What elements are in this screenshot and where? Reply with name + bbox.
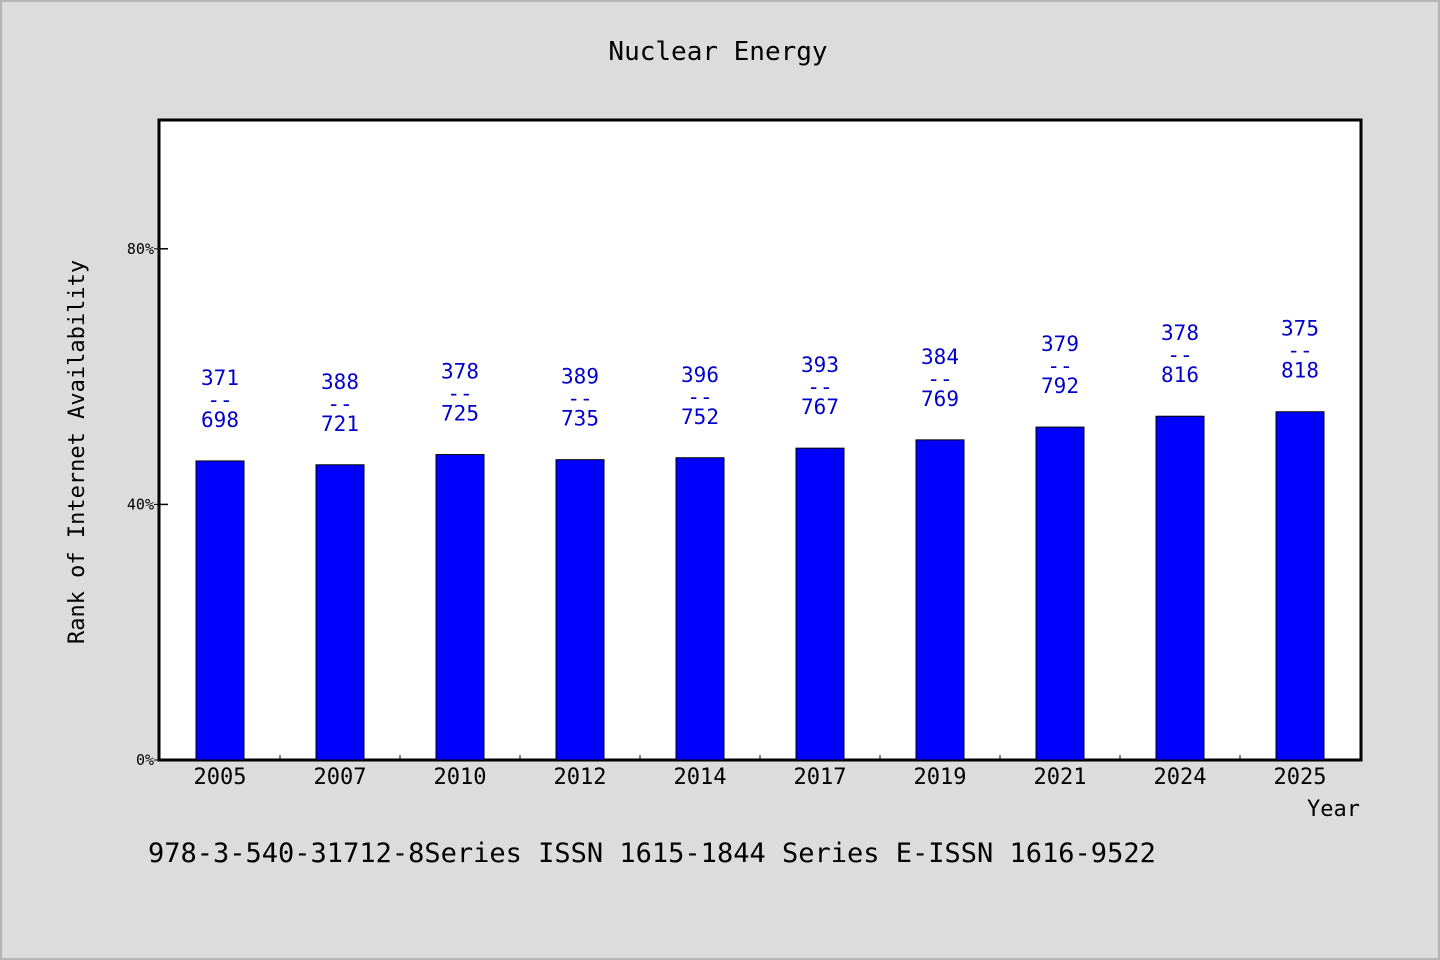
bar xyxy=(555,459,605,761)
x-axis: 2005 2007 2010 2012 2014 2017 2019 2021 2024 2025 xyxy=(159,755,1361,790)
y-axis: 0% 40% 80% xyxy=(127,240,168,769)
bar xyxy=(1035,426,1085,761)
data-label-separator: -- xyxy=(327,392,352,416)
data-label-separator: -- xyxy=(687,385,712,409)
x-tick-label: 2025 xyxy=(1274,765,1327,790)
data-label-top: 389 xyxy=(561,365,599,389)
bar xyxy=(1275,411,1325,761)
data-label-bottom: 767 xyxy=(801,395,839,419)
data-label-bottom: 725 xyxy=(441,402,479,426)
x-tick-label: 2012 xyxy=(554,765,607,790)
x-axis-label: Year xyxy=(1307,797,1360,822)
bar xyxy=(315,464,365,761)
x-tick-label: 2007 xyxy=(314,765,367,790)
y-tick-label: 40% xyxy=(127,495,154,513)
data-label-separator: -- xyxy=(927,367,952,391)
data-label-separator: -- xyxy=(567,387,592,411)
data-label-bottom: 698 xyxy=(201,408,239,432)
bar xyxy=(795,447,845,761)
data-labels: 371--698388--721378--725389--735396--752… xyxy=(201,317,1319,436)
data-label-top: 375 xyxy=(1281,317,1319,341)
bar xyxy=(1155,415,1205,761)
data-label-top: 393 xyxy=(801,353,839,377)
bar-series xyxy=(195,411,1325,761)
data-label-separator: -- xyxy=(1287,339,1312,363)
data-label-bottom: 752 xyxy=(681,405,719,429)
data-label-top: 396 xyxy=(681,363,719,387)
data-label-bottom: 735 xyxy=(561,407,599,431)
data-label-top: 378 xyxy=(441,360,479,384)
y-tick-label: 80% xyxy=(127,240,154,258)
x-tick-label: 2019 xyxy=(914,765,967,790)
data-label-separator: -- xyxy=(1167,343,1192,367)
y-tick-label: 0% xyxy=(136,751,154,769)
data-label-bottom: 792 xyxy=(1041,374,1079,398)
bar xyxy=(915,439,965,761)
data-label-bottom: 816 xyxy=(1161,363,1199,387)
bar xyxy=(435,454,485,761)
data-label-top: 371 xyxy=(201,366,239,390)
x-tick-label: 2017 xyxy=(794,765,847,790)
data-label-bottom: 818 xyxy=(1281,359,1319,383)
x-tick-label: 2014 xyxy=(674,765,727,790)
x-tick-label: 2024 xyxy=(1154,765,1207,790)
chart-title: Nuclear Energy xyxy=(608,37,827,67)
data-label-bottom: 769 xyxy=(921,387,959,411)
data-label-top: 384 xyxy=(921,345,959,369)
data-label-separator: -- xyxy=(447,382,472,406)
bar xyxy=(675,457,725,761)
x-tick-label: 2021 xyxy=(1034,765,1087,790)
data-label-separator: -- xyxy=(807,375,832,399)
data-label-bottom: 721 xyxy=(321,412,359,436)
data-label-separator: -- xyxy=(1047,354,1072,378)
data-label-top: 388 xyxy=(321,370,359,394)
y-axis-label: Rank of Internet Availability xyxy=(65,260,90,644)
data-label-top: 379 xyxy=(1041,332,1079,356)
bar xyxy=(195,460,245,761)
data-label-separator: -- xyxy=(207,388,232,412)
x-tick-label: 2010 xyxy=(434,765,487,790)
x-tick-label: 2005 xyxy=(194,765,247,790)
data-label-top: 378 xyxy=(1161,321,1199,345)
footer-text: 978-3-540-31712-8Series ISSN 1615-1844 S… xyxy=(148,838,1156,869)
